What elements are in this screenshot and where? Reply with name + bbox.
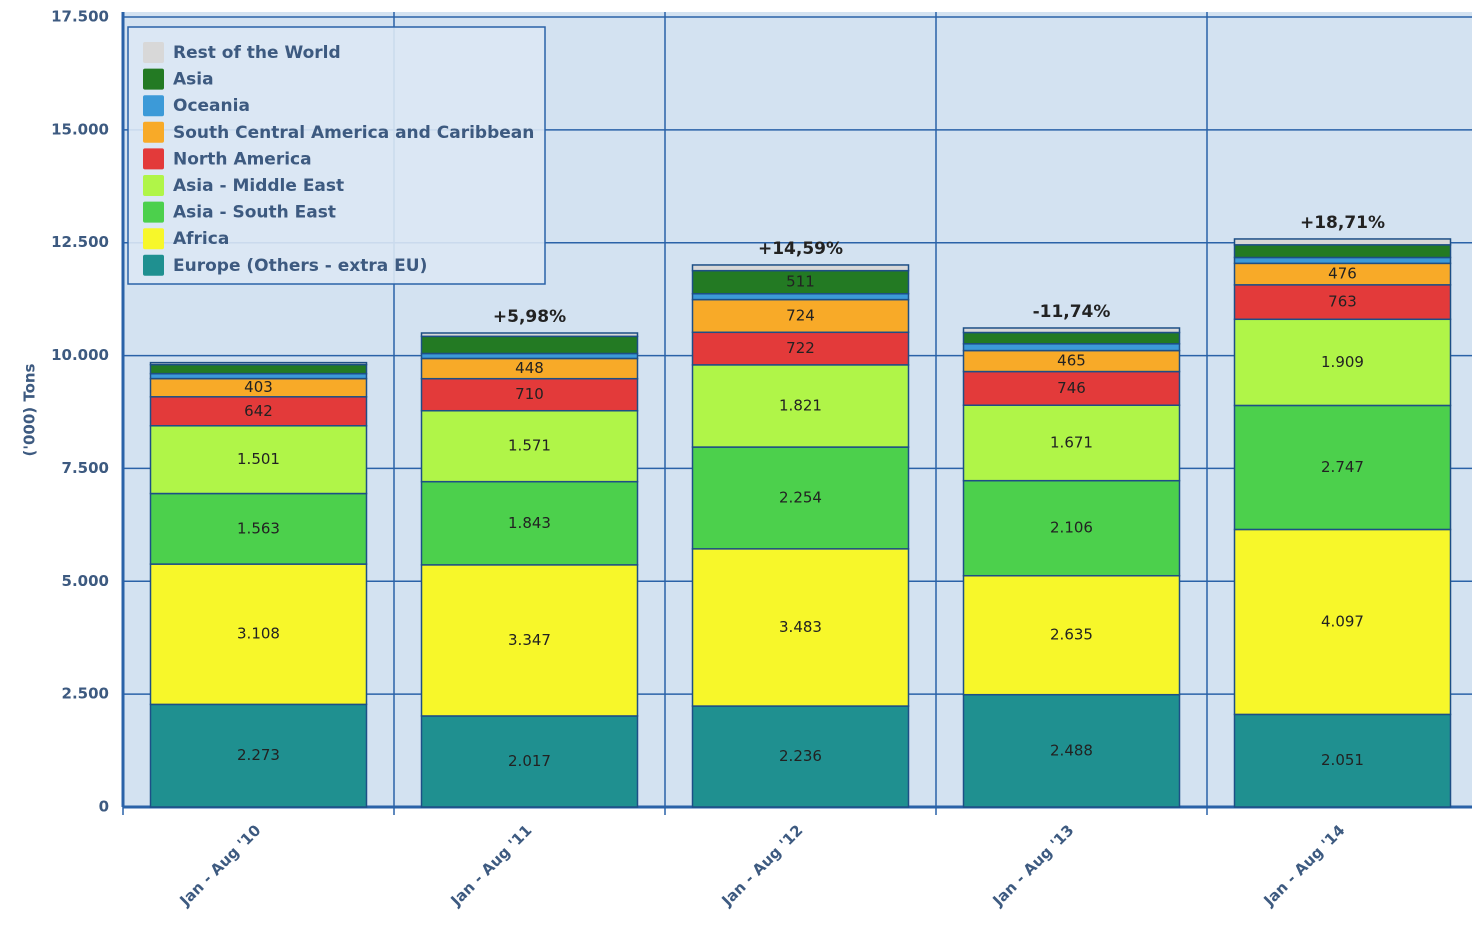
bar-segment (1233, 238, 1452, 246)
bar-segment (420, 335, 639, 355)
legend-swatch (143, 121, 164, 143)
bar-segment (962, 693, 1181, 808)
legend-label: South Central America and Caribbean (173, 123, 534, 143)
bar-segment (420, 480, 639, 566)
x-tick-label: Jan - Aug '14 (1260, 821, 1349, 910)
x-tick-label: Jan - Aug '12 (718, 821, 807, 910)
x-tick-label: Jan - Aug '13 (989, 821, 1078, 910)
data-label: 3.108 (237, 625, 280, 643)
bar-segment (691, 292, 910, 301)
bar-segment (149, 361, 368, 366)
data-label: 4.097 (1321, 612, 1364, 630)
bar-segment (962, 479, 1181, 577)
legend-label: North America (173, 149, 312, 169)
legend-label: Asia (173, 70, 214, 90)
data-label: 1.821 (779, 396, 822, 414)
bar-segment (149, 425, 368, 495)
bar-segment (1233, 404, 1452, 531)
y-tick-label: 10.000 (51, 346, 109, 364)
data-label: 642 (244, 402, 273, 420)
legend-swatch (143, 228, 164, 250)
y-tick-label: 12.500 (51, 233, 109, 251)
bar-segment (962, 331, 1181, 345)
bar-segment (691, 264, 910, 272)
data-label: 2.635 (1050, 626, 1093, 644)
data-label: 746 (1057, 379, 1086, 397)
bar-segment (962, 370, 1181, 406)
data-label: 1.501 (237, 450, 280, 468)
data-label: 1.909 (1321, 353, 1364, 371)
data-label: 2.236 (779, 747, 822, 765)
legend-swatch (143, 68, 164, 90)
data-label: 2.273 (237, 746, 280, 764)
bar-segment (420, 564, 639, 717)
growth-label: +18,71% (1300, 213, 1385, 233)
bar-segment (962, 343, 1181, 352)
data-label: 763 (1328, 293, 1357, 311)
legend-box (127, 26, 546, 285)
data-label: 722 (786, 339, 815, 357)
y-tick-label: 17.500 (51, 8, 109, 26)
y-tick-label: 15.000 (51, 120, 109, 138)
data-label: 710 (515, 385, 544, 403)
legend-label: Oceania (173, 96, 250, 116)
growth-label: -11,74% (1033, 302, 1111, 322)
legend-label: Europe (Others - extra EU) (173, 256, 427, 276)
data-label: 2.106 (1050, 519, 1093, 537)
legend-swatch (143, 175, 164, 196)
y-axis-label: ('000) Tons (21, 363, 39, 456)
legend-swatch (143, 95, 164, 117)
legend-label: Rest of the World (173, 43, 341, 63)
x-tick-label: Jan - Aug '11 (447, 821, 536, 910)
bar-segment (1233, 318, 1452, 407)
data-label: 724 (786, 306, 815, 324)
growth-label: +5,98% (493, 307, 566, 327)
legend-swatch (143, 254, 164, 276)
bar-segment (962, 327, 1181, 334)
data-label: 1.843 (508, 514, 551, 532)
bar-segment (962, 574, 1181, 696)
data-label: 2.017 (508, 752, 551, 770)
bar-segment (420, 377, 639, 412)
data-label: 465 (1057, 352, 1086, 370)
data-label: 2.747 (1321, 458, 1364, 476)
data-label: 2.254 (779, 488, 822, 506)
x-tick-label: Jan - Aug '10 (176, 821, 265, 910)
data-label: 448 (515, 359, 544, 377)
bar-segment (420, 409, 639, 483)
legend-label: Asia - Middle East (173, 176, 344, 196)
bar-segment (1233, 713, 1452, 808)
legend-swatch (143, 201, 164, 223)
data-label: 3.347 (508, 631, 551, 649)
bar-segment (149, 363, 368, 375)
data-label: 1.571 (508, 437, 551, 455)
bar-segment (1233, 256, 1452, 265)
data-label: 2.488 (1050, 741, 1093, 759)
y-tick-label: 5.000 (62, 572, 109, 590)
bar-segment (691, 446, 910, 550)
data-label: 1.563 (237, 519, 280, 537)
bar-segment (962, 404, 1181, 482)
legend-label: Africa (173, 229, 229, 249)
data-label: 2.051 (1321, 751, 1364, 769)
bar-segment (691, 548, 910, 707)
data-label: 511 (786, 273, 815, 291)
growth-label: +14,59% (758, 239, 843, 259)
bar-segment (1233, 244, 1452, 259)
bar-segment (420, 715, 639, 808)
bar-segment (1233, 284, 1452, 321)
data-label: 403 (244, 378, 273, 396)
bar-segment (420, 332, 639, 338)
y-tick-label: 2.500 (62, 685, 109, 703)
legend-label: Asia - South East (173, 203, 336, 223)
y-tick-label: 7.500 (62, 459, 109, 477)
data-label: 3.483 (779, 618, 822, 636)
legend-swatch (143, 42, 164, 63)
data-label: 1.671 (1050, 433, 1093, 451)
legend-swatch (143, 148, 164, 170)
y-tick-label: 0 (99, 798, 109, 816)
bar-segment (149, 396, 368, 427)
data-label: 476 (1328, 265, 1357, 283)
